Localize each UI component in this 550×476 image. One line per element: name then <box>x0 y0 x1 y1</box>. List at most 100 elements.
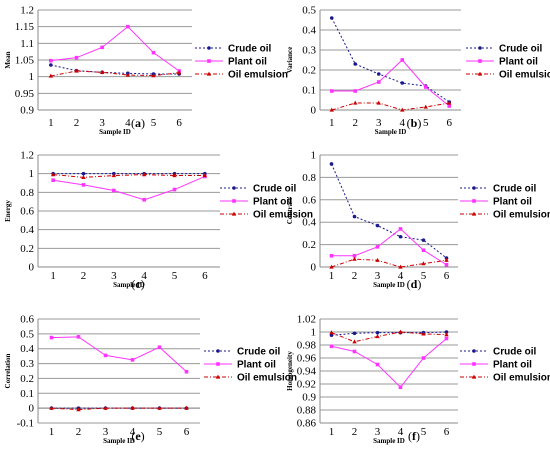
y-tick-label: 0.4 <box>20 343 34 355</box>
y-tick-label: 0.86 <box>297 418 317 430</box>
x-tick-label: 5 <box>151 117 157 129</box>
data-point <box>352 256 357 261</box>
y-tick-label: 0.4 <box>302 25 316 37</box>
data-point <box>352 214 357 219</box>
x-tick-label: 5 <box>172 270 178 282</box>
y-tick-label: 0.8 <box>302 172 316 184</box>
y-tick-label: 0.5 <box>302 5 316 17</box>
series-crude-oil <box>329 162 449 260</box>
data-point <box>444 330 449 334</box>
x-tick-label: 3 <box>111 270 117 282</box>
x-tick-label: 4 <box>130 426 136 438</box>
legend-entry: Oil emulsion <box>228 70 288 81</box>
data-point <box>176 70 182 75</box>
data-point <box>375 245 380 249</box>
series-oil-emulsion <box>48 68 182 78</box>
y-axis-label: Contrast <box>286 197 294 224</box>
x-axis-label: Sample ID <box>373 281 405 289</box>
data-point <box>130 358 135 362</box>
x-tick-label: 1 <box>329 270 335 282</box>
data-point <box>172 173 177 178</box>
y-tick-label: 0.92 <box>297 379 316 391</box>
data-point <box>352 254 357 258</box>
y-tick-label: 0.8 <box>20 187 34 199</box>
x-tick-label: 3 <box>375 270 381 282</box>
series-line <box>331 331 447 336</box>
legend-marker <box>231 211 237 216</box>
y-tick-label: -0.1 <box>17 418 34 430</box>
legend: Crude oil Plant oil Oil emulsion <box>195 44 288 81</box>
series-line <box>331 59 450 107</box>
series-plant-oil <box>329 336 449 390</box>
legend-entry: Oil emulsion <box>499 70 550 81</box>
panel-label: (c) <box>131 277 144 291</box>
y-tick-label: 0.6 <box>20 314 34 326</box>
data-point <box>398 234 403 239</box>
data-point <box>375 330 380 335</box>
legend-entry: Oil emulsion <box>493 373 550 384</box>
panel-label: (f) <box>408 429 420 443</box>
data-point <box>51 178 55 182</box>
data-point <box>49 335 54 340</box>
data-point <box>74 55 79 60</box>
legend-marker <box>472 362 476 366</box>
y-tick-label: 0 <box>311 262 317 274</box>
y-tick-label: 0.2 <box>302 65 316 77</box>
series-line <box>331 258 447 268</box>
y-tick-label: 0.88 <box>297 405 317 417</box>
chart-panel-2: 0 0.1 0.2 0.3 0.4 0.5 1 2 3 4 5 6 Sample ID Variance C… <box>286 5 550 137</box>
y-tick-label: 1.1 <box>20 38 34 50</box>
series-plant-oil <box>329 227 449 267</box>
x-axis-label: Sample ID <box>99 128 131 136</box>
legend-entry: Plant oil <box>493 197 532 208</box>
y-tick-label: 0.3 <box>302 45 316 57</box>
x-tick-label: 4 <box>398 426 404 438</box>
x-axis-label: Sample ID <box>103 437 135 445</box>
legend-marker <box>471 211 477 216</box>
legend: Crude oil Plant oil Oil emulsion <box>220 184 313 221</box>
data-point <box>329 107 334 112</box>
x-tick-label: 5 <box>421 270 427 282</box>
data-point <box>376 100 381 105</box>
y-axis-label: Correlation <box>4 353 12 388</box>
data-point <box>81 175 86 179</box>
x-tick-label: 2 <box>81 270 87 282</box>
data-point <box>184 369 189 374</box>
y-tick-label: 0.4 <box>302 217 316 229</box>
data-point <box>421 356 426 360</box>
data-point <box>151 73 156 78</box>
data-point <box>184 405 189 410</box>
x-tick-label: 2 <box>352 426 358 438</box>
series-line <box>53 176 206 201</box>
chart-panel-5: -0.1 0 0.1 0.2 0.3 0.4 0.5 0.6 1 2 3 4 5 6 Sample ID Co… <box>4 314 297 446</box>
x-tick-label: 4 <box>125 117 131 129</box>
legend-marker <box>477 71 483 76</box>
legend-entry: Crude oil <box>237 347 281 358</box>
data-point <box>400 58 405 62</box>
legend-entry: Plant oil <box>228 57 267 68</box>
data-point <box>447 104 452 108</box>
series-crude-oil <box>329 330 449 338</box>
series-oil-emulsion <box>329 329 449 344</box>
data-point <box>423 85 428 89</box>
x-tick-label: 6 <box>444 426 450 438</box>
data-point <box>353 62 358 66</box>
panel-label: (e) <box>131 429 144 443</box>
x-tick-label: 5 <box>157 426 163 438</box>
data-point <box>353 100 358 105</box>
data-point <box>172 187 177 192</box>
series-oil-emulsion <box>329 256 449 269</box>
legend-marker <box>478 46 482 50</box>
data-point <box>352 349 357 354</box>
x-tick-label: 3 <box>99 117 105 129</box>
y-tick-label: 0 <box>29 262 35 274</box>
x-tick-label: 5 <box>423 117 429 129</box>
data-point <box>49 405 54 410</box>
chart-panel-1: 0.9 0.95 1 1.05 1.1 1.15 1.2 1 2 3 4 5 6 Sample ID Mea… <box>4 5 288 137</box>
x-tick-label: 1 <box>49 426 55 438</box>
x-tick-label: 4 <box>400 117 406 129</box>
y-tick-label: 0.95 <box>15 88 35 100</box>
series-line <box>331 17 450 103</box>
x-tick-label: 2 <box>353 117 359 129</box>
